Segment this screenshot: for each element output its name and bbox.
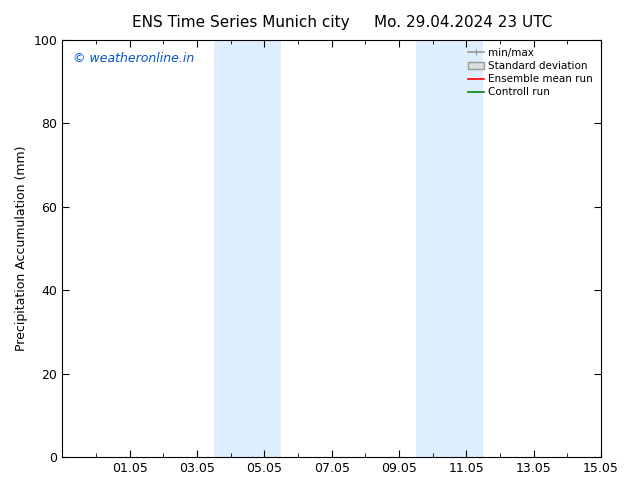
Text: Mo. 29.04.2024 23 UTC: Mo. 29.04.2024 23 UTC <box>373 15 552 30</box>
Text: ENS Time Series Munich city: ENS Time Series Munich city <box>132 15 350 30</box>
Text: © weatheronline.in: © weatheronline.in <box>73 52 194 65</box>
Bar <box>450 40 483 457</box>
Bar <box>416 40 450 457</box>
Legend: min/max, Standard deviation, Ensemble mean run, Controll run: min/max, Standard deviation, Ensemble me… <box>465 45 596 100</box>
Y-axis label: Precipitation Accumulation (mm): Precipitation Accumulation (mm) <box>15 146 28 351</box>
Bar <box>247 40 281 457</box>
Bar <box>214 40 247 457</box>
